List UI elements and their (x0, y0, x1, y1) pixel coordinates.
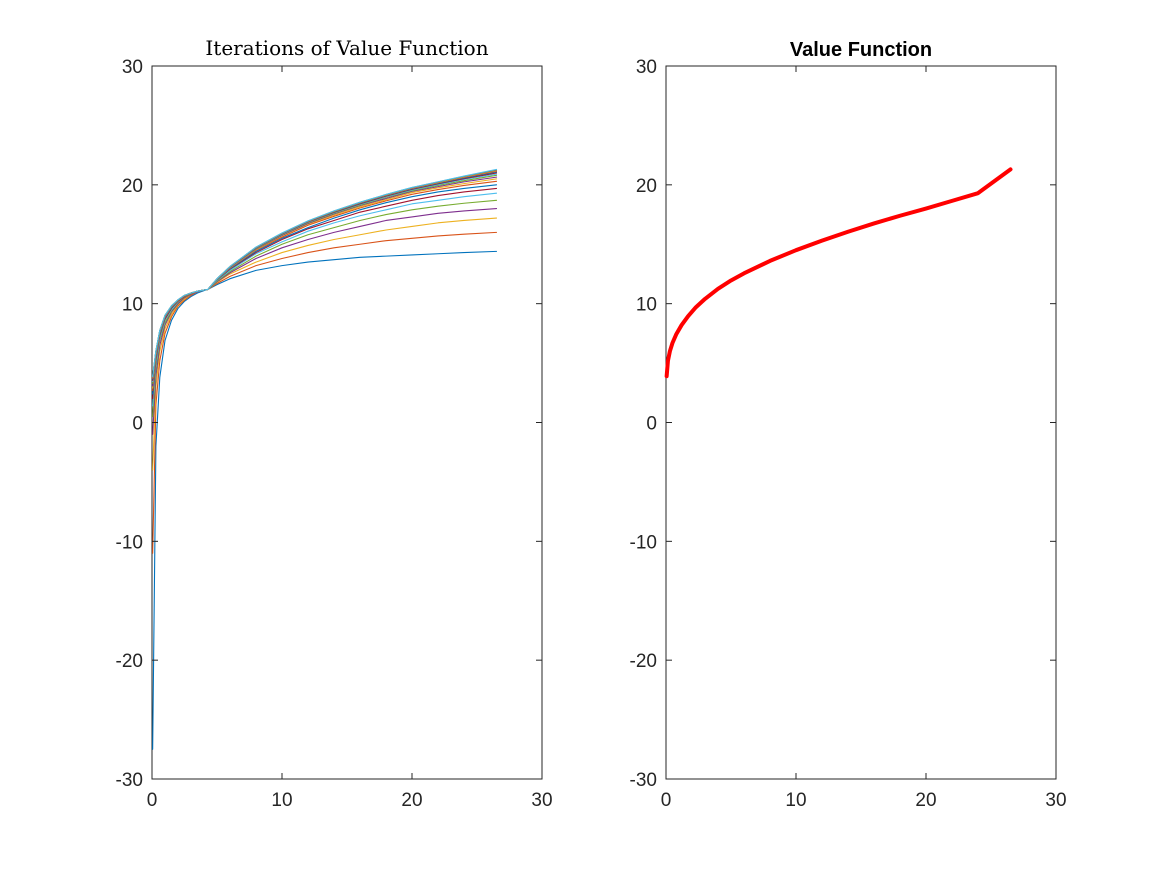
y-tick-label: 0 (132, 414, 143, 435)
x-tick-label: 30 (531, 790, 552, 811)
y-tick-label: -10 (630, 532, 657, 553)
y-tick-label: -20 (116, 651, 143, 672)
right-axis-ticks: 0 10 20 30 -30 -20 -10 0 10 20 30 (630, 57, 1067, 811)
right-axes: Value Function 0 10 20 30 -30 -20 -10 0 10 20 30 (630, 39, 1067, 811)
y-tick-label: 10 (636, 295, 657, 316)
y-tick-label: 10 (122, 295, 143, 316)
y-tick-label: 20 (122, 176, 143, 197)
x-tick-label: 20 (401, 790, 422, 811)
x-tick-label: 30 (1045, 790, 1066, 811)
x-tick-label: 0 (661, 790, 672, 811)
y-tick-label: 30 (122, 57, 143, 78)
y-tick-label: -30 (116, 770, 143, 791)
y-tick-label: 20 (636, 176, 657, 197)
x-tick-label: 10 (271, 790, 292, 811)
left-axes: Iterations of Value Function 0 10 20 30 -30 -… (116, 36, 553, 811)
left-axes-box (151, 65, 543, 780)
right-axes-box (665, 65, 1057, 780)
y-tick-label: 30 (636, 57, 657, 78)
right-chart-title: Value Function (790, 39, 932, 61)
y-tick-label: -30 (630, 770, 657, 791)
y-tick-label: 0 (646, 414, 657, 435)
x-tick-label: 0 (147, 790, 158, 811)
y-tick-label: -10 (116, 532, 143, 553)
x-tick-label: 20 (915, 790, 936, 811)
iteration-line-2 (152, 231, 498, 554)
iteration-line-1 (152, 250, 498, 750)
iteration-line-20 (152, 168, 498, 377)
left-chart-title: Iterations of Value Function (205, 36, 488, 60)
value-function-line (664, 167, 1013, 379)
y-tick-label: -20 (630, 651, 657, 672)
left-plot-area (152, 168, 498, 750)
x-tick-label: 10 (785, 790, 806, 811)
right-plot-area (664, 167, 1013, 379)
left-axis-ticks: 0 10 20 30 -30 -20 -10 0 10 20 30 (116, 57, 553, 811)
